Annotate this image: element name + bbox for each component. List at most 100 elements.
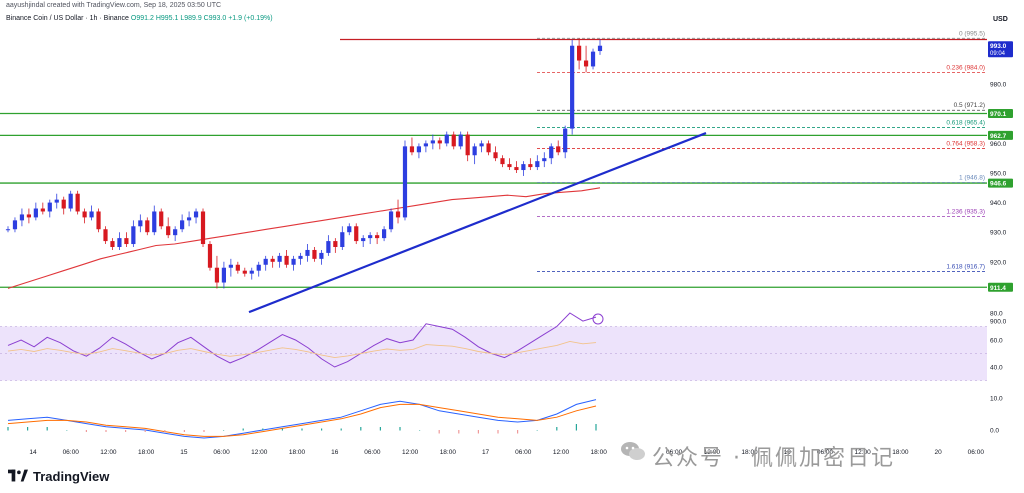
time-tick-label: 17 xyxy=(482,449,490,456)
time-tick-label: 18:00 xyxy=(289,449,306,456)
candle-body xyxy=(347,226,352,233)
candle-body xyxy=(249,270,254,274)
price-tick-label: 950.0 xyxy=(990,171,1007,178)
candle-body xyxy=(47,202,52,212)
time-tick-label: 06:00 xyxy=(213,449,230,456)
candle-body xyxy=(542,158,547,162)
macd-histogram-bar xyxy=(379,427,381,431)
fib-label-6: 1.236 (935.3) xyxy=(946,209,985,216)
time-tick-label: 16 xyxy=(331,449,339,456)
ohlc-values: O991.2 H995.1 L989.9 C993.0 +1.9 (+0.19%… xyxy=(130,15,273,22)
macd-histogram-bar xyxy=(399,427,401,431)
time-tick-label: 06:00 xyxy=(515,449,532,456)
fib-label-3: 0.618 (965.4) xyxy=(946,119,985,126)
candle-body xyxy=(563,128,568,153)
rsi-tick-label: 40.0 xyxy=(990,365,1003,372)
time-tick-label: 12:00 xyxy=(553,449,570,456)
fib-label-1: 0.236 (984.0) xyxy=(946,64,985,71)
time-tick-label: 06:00 xyxy=(364,449,381,456)
price-badge-label: 946.6 xyxy=(990,181,1007,188)
candle-body xyxy=(451,134,456,147)
candle-body xyxy=(361,238,366,242)
candle-body xyxy=(61,199,66,209)
price-badge-label: 970.1 xyxy=(990,111,1007,118)
fib-label-7: 1.618 (916.7) xyxy=(946,264,985,271)
time-tick-label: 18:00 xyxy=(138,449,155,456)
macd-histogram-bar xyxy=(262,428,264,431)
candle-body xyxy=(486,143,491,153)
candle-body xyxy=(103,229,108,242)
price-tick-label: 960.0 xyxy=(990,141,1007,148)
rsi-ma-line xyxy=(7,340,597,359)
candle-body xyxy=(54,199,59,203)
macd-histogram-bar xyxy=(595,424,597,431)
macd-histogram-bar xyxy=(242,428,244,431)
macd-histogram-bar xyxy=(536,430,538,431)
fib-label-4: 0.764 (958.3) xyxy=(946,140,985,147)
macd-histogram-bar xyxy=(321,428,323,431)
time-tick-label: 19 xyxy=(784,449,792,456)
macd-histogram-bar xyxy=(183,430,185,432)
macd-histogram-bar xyxy=(125,430,127,432)
candle-body xyxy=(319,252,324,259)
fib-label-5: 1 (946.8) xyxy=(959,174,985,181)
candlesticks xyxy=(5,38,603,289)
candle-body xyxy=(493,152,498,159)
symbol-line: Binance Coin / US Dollar · 1h · Binance … xyxy=(6,15,273,22)
candle-body xyxy=(145,220,150,233)
price-tick-label: 900.0 xyxy=(990,319,1007,326)
time-tick-label: 15 xyxy=(180,449,188,456)
candle-body xyxy=(305,249,310,256)
candle-body xyxy=(12,220,18,230)
candle-body xyxy=(340,232,345,247)
candle-body xyxy=(75,193,80,212)
candle-body xyxy=(583,60,589,67)
time-tick-label: 14 xyxy=(29,449,37,456)
fib-label-2: 0.5 (971.2) xyxy=(954,102,985,109)
macd-histogram-bar xyxy=(7,427,9,431)
price-badge-time: 09:04 xyxy=(990,51,1006,57)
candle-body xyxy=(26,214,31,218)
currency-label: USD xyxy=(993,16,1008,23)
candle-body xyxy=(228,264,233,268)
candle-body xyxy=(521,164,526,171)
signal-line xyxy=(7,403,597,437)
macd-histogram-bar xyxy=(575,424,577,431)
candle-body xyxy=(577,45,582,61)
candle-body xyxy=(298,255,303,259)
candle-body xyxy=(214,267,220,283)
time-tick-label: 06:00 xyxy=(817,449,834,456)
time-tick-label: 12:00 xyxy=(855,449,872,456)
time-tick-label: 18:00 xyxy=(741,449,758,456)
candle-body xyxy=(395,211,401,218)
candle-body xyxy=(166,226,171,236)
macd-histogram-bar xyxy=(340,428,342,431)
macd-tick-label: 0.0 xyxy=(990,428,999,435)
candle-body xyxy=(207,244,213,268)
macd-tick-label: 10.0 xyxy=(990,396,1003,403)
price-badge-label: 911.4 xyxy=(990,285,1006,292)
candle-body xyxy=(514,167,519,171)
price-tick-label: 930.0 xyxy=(990,230,1007,237)
time-tick-label: 12:00 xyxy=(402,449,419,456)
macd-histogram-bar xyxy=(281,428,283,431)
candle-body xyxy=(528,164,533,168)
candle-body xyxy=(152,211,157,233)
macd-histogram-bar xyxy=(556,427,558,431)
tradingview-logo[interactable]: TradingView xyxy=(8,466,109,486)
fibonacci-levels: 0 (995.5) 0.236 (984.0) 0.5 (971.2) 0.618 (… xyxy=(537,30,985,272)
time-tick-label: 12:00 xyxy=(704,449,721,456)
candle-body xyxy=(270,258,275,262)
macd-histogram-bar xyxy=(27,427,29,431)
brand-name: TradingView xyxy=(33,468,110,484)
candle-body xyxy=(409,146,415,153)
macd-histogram-bar xyxy=(497,430,499,434)
ema-line xyxy=(7,187,601,289)
macd-histogram-bar xyxy=(164,430,166,432)
price-axis: 990.0980.0960.0950.0940.0930.0920.0900.0… xyxy=(988,41,1013,326)
macd-histogram-bar xyxy=(46,427,48,431)
macd-histogram-bar xyxy=(144,430,146,432)
price-tick-label: 920.0 xyxy=(990,259,1007,266)
candle-body xyxy=(200,211,206,245)
